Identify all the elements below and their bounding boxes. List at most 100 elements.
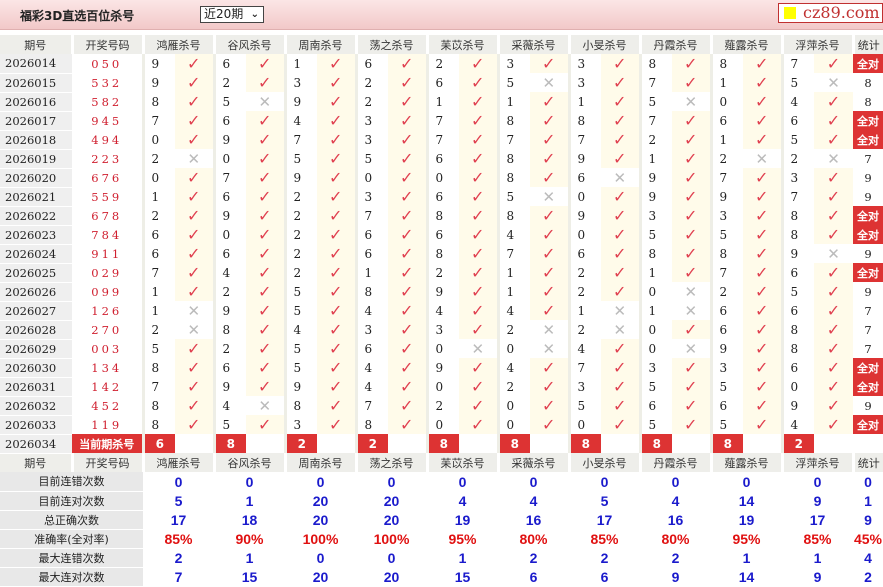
cross-icon: ✕ xyxy=(601,320,640,339)
check-icon: ✓ xyxy=(743,54,782,73)
check-icon: ✓ xyxy=(530,54,569,73)
stat-value: 20 xyxy=(383,511,400,528)
row-stat: 8 xyxy=(864,75,872,90)
kill-number: 8 xyxy=(354,282,388,301)
stat-value: 2 xyxy=(529,549,538,566)
check-icon: ✓ xyxy=(317,206,356,225)
kill-number: 8 xyxy=(780,320,814,339)
check-icon: ✓ xyxy=(459,244,498,263)
check-icon: ✓ xyxy=(743,320,782,339)
check-icon: ✓ xyxy=(175,377,214,396)
check-icon: ✓ xyxy=(672,263,711,282)
kill-number: 4 xyxy=(212,263,246,282)
stat-value: 80% xyxy=(661,530,690,547)
table-row: 2026014 050 9 ✓ 6 ✓ 1 ✓ 6 ✓ 2 ✓ 3 ✓ 3 ✓ 8 ✓ 8 ✓ 7 ✓ 全对 xyxy=(0,54,883,74)
stat-value: 5 xyxy=(174,492,183,509)
kill-number: 8 xyxy=(425,244,459,263)
table-row: 2026023 784 6 ✓ 0 ✓ 2 ✓ 6 ✓ 6 ✓ 4 ✓ 0 ✓ 5 ✓ 5 ✓ 8 ✓ 全对 xyxy=(0,225,883,245)
check-icon: ✓ xyxy=(743,187,782,206)
kill-number: 7 xyxy=(141,377,175,396)
stat-value: 20 xyxy=(312,511,329,528)
stat-value: 20 xyxy=(312,492,329,509)
kill-number: 6 xyxy=(638,396,672,415)
kill-number: 0 xyxy=(425,415,459,434)
check-icon: ✓ xyxy=(601,111,640,130)
draw-code: 119 xyxy=(91,417,123,432)
check-icon: ✓ xyxy=(175,282,214,301)
kill-number: 5 xyxy=(283,149,317,168)
check-icon: ✓ xyxy=(814,377,853,396)
row-stat: 9 xyxy=(864,170,872,185)
kill-number: 2 xyxy=(283,263,317,282)
kill-number: 7 xyxy=(709,263,743,282)
kill-number: 5 xyxy=(780,130,814,149)
table-row: 2026027 126 1 ✕ 9 ✓ 5 ✓ 4 ✓ 4 ✓ 4 ✓ 1 ✕ 1 ✕ 6 ✓ 6 ✓ 7 xyxy=(0,301,883,321)
issue-number: 2026029 xyxy=(0,339,72,359)
kill-number: 2 xyxy=(141,149,175,168)
check-icon: ✓ xyxy=(743,225,782,244)
issue-number: 2026026 xyxy=(0,282,72,302)
stat-value: 100% xyxy=(373,530,410,547)
kill-number: 2 xyxy=(425,263,459,282)
stat-value: 17 xyxy=(170,511,187,528)
row-stat: 9 xyxy=(864,189,872,204)
kill-number: 9 xyxy=(141,73,175,92)
check-icon: ✓ xyxy=(175,225,214,244)
kill-number: 6 xyxy=(425,73,459,92)
kill-number: 5 xyxy=(212,92,246,111)
stat-label: 目前连对次数 xyxy=(0,491,143,511)
check-icon: ✓ xyxy=(317,320,356,339)
table-row: 2026028 270 2 ✕ 8 ✓ 4 ✓ 3 ✓ 3 ✓ 2 ✕ 2 ✕ 0 ✓ 6 ✓ 8 ✓ 7 xyxy=(0,320,883,340)
check-icon: ✓ xyxy=(317,396,356,415)
row-stat: 7 xyxy=(864,303,872,318)
kill-number: 7 xyxy=(354,396,388,415)
issue-number: 2026022 xyxy=(0,206,72,226)
cross-icon: ✕ xyxy=(175,320,214,339)
period-select-value: 近20期 xyxy=(204,7,244,21)
current-kill-number: 8 xyxy=(638,434,672,453)
kill-number: 7 xyxy=(141,263,175,282)
check-icon: ✓ xyxy=(459,149,498,168)
check-icon: ✓ xyxy=(388,130,427,149)
check-icon: ✓ xyxy=(388,54,427,73)
check-icon: ✓ xyxy=(388,415,427,434)
check-icon: ✓ xyxy=(175,168,214,187)
kill-number: 6 xyxy=(567,168,601,187)
kill-number: 4 xyxy=(567,339,601,358)
check-icon: ✓ xyxy=(814,130,853,149)
stat-value: 16 xyxy=(525,511,542,528)
stat-value: 0 xyxy=(387,549,396,566)
table-row: 2026015 532 9 ✓ 2 ✓ 3 ✓ 2 ✓ 6 ✓ 5 ✕ 3 ✓ 7 ✓ 1 ✓ 5 ✕ 8 xyxy=(0,73,883,93)
site-logo[interactable]: cz89.com xyxy=(778,3,883,23)
kill-number: 2 xyxy=(496,377,530,396)
kill-number: 1 xyxy=(709,130,743,149)
kill-number: 6 xyxy=(709,111,743,130)
draw-code: 003 xyxy=(91,341,123,356)
check-icon: ✓ xyxy=(459,415,498,434)
column-header: 丹霞杀号 xyxy=(638,453,711,472)
issue-number: 2026016 xyxy=(0,92,72,112)
check-icon: ✓ xyxy=(317,282,356,301)
check-icon: ✓ xyxy=(743,73,782,92)
issue-number: 2026021 xyxy=(0,187,72,207)
check-icon: ✓ xyxy=(459,263,498,282)
row-stat: 9 xyxy=(864,398,872,413)
kill-number: 2 xyxy=(425,54,459,73)
kill-number: 1 xyxy=(638,263,672,282)
stat-value: 9 xyxy=(813,492,822,509)
stat-value: 2 xyxy=(864,568,872,585)
check-icon: ✓ xyxy=(743,396,782,415)
draw-code: 099 xyxy=(91,284,123,299)
chevron-down-icon: ⌄ xyxy=(250,9,259,20)
stat-value: 100% xyxy=(302,530,339,547)
table-row: 2026019 223 2 ✕ 0 ✓ 5 ✓ 5 ✓ 6 ✓ 8 ✓ 9 ✓ 1 ✓ 2 ✕ 2 ✕ 7 xyxy=(0,149,883,169)
draw-code: 676 xyxy=(91,170,123,185)
kill-number: 6 xyxy=(212,358,246,377)
cross-icon: ✕ xyxy=(601,301,640,320)
kill-number: 8 xyxy=(354,415,388,434)
kill-number: 0 xyxy=(496,339,530,358)
column-header: 浮萍杀号 xyxy=(780,35,853,54)
period-select[interactable]: 近20期 ⌄ xyxy=(200,6,264,23)
check-icon: ✓ xyxy=(175,92,214,111)
kill-number: 2 xyxy=(425,396,459,415)
